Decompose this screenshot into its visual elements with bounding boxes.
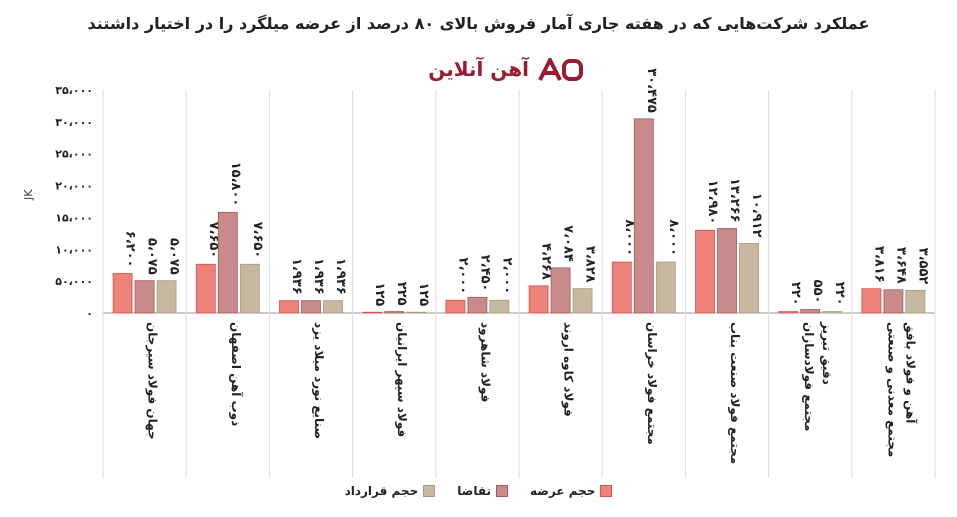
y-axis-label: JK — [22, 189, 35, 200]
y-tick-label: ۰ — [86, 307, 93, 320]
data-label: ۳،۸۱۶ — [871, 246, 886, 283]
bar — [800, 309, 821, 314]
legend-label: تقاضا — [457, 484, 491, 498]
data-label: ۱۲۵ — [372, 282, 387, 306]
data-label: ۵،۰۷۵ — [167, 238, 182, 275]
y-tick-label: ۲۵،۰۰۰ — [55, 148, 93, 161]
x-tick-label: فولاد کاوه اروند — [561, 322, 576, 417]
data-label: ۱۵،۸۰۰ — [228, 162, 243, 207]
legend-item: حجم عرضه — [530, 484, 613, 498]
x-tick-label: مجتمع فولادسازان — [801, 322, 816, 431]
data-label: ۱،۹۳۶ — [333, 258, 348, 295]
bar — [301, 300, 321, 314]
y-tick-label: ۳۰،۰۰۰ — [55, 116, 93, 129]
bar — [239, 263, 260, 314]
data-label: ۵۵۰ — [810, 280, 825, 304]
data-label: ۳،۵۵۲ — [915, 248, 930, 285]
bar — [572, 288, 593, 314]
y-tick-label: ۱۰،۰۰۰ — [55, 243, 93, 256]
data-label: ۴،۲۶۸ — [539, 243, 554, 280]
data-label: ۲۲۰ — [832, 282, 847, 306]
logo-text: آهن آنلاین — [428, 57, 529, 81]
legend-label: حجم عرضه — [530, 484, 596, 498]
data-label: ۱،۹۳۶ — [311, 258, 326, 295]
data-label: ۷،۰۸۴ — [561, 225, 576, 262]
data-label: ۳،۶۴۸ — [893, 247, 908, 284]
bar — [883, 289, 904, 314]
data-label: ۸،۰۰۰ — [622, 219, 637, 256]
y-tick-label: ۵۰،۰۰۰ — [55, 275, 93, 288]
data-label: ۷،۶۵۰ — [206, 222, 221, 259]
x-tick-label: مجتمع فولاد خراسان — [644, 322, 659, 445]
bar — [112, 273, 133, 314]
x-tick-label: مجتمع معدنی و صنعتی — [884, 322, 899, 457]
bar — [550, 267, 571, 314]
bar — [362, 311, 383, 314]
bar — [528, 285, 549, 314]
data-label: ۳۰،۴۷۵ — [644, 68, 659, 113]
x-tick-label: آهن و فولاد بافق — [902, 322, 918, 424]
chart-legend: حجم عرضه تقاضا حجم قرارداد — [0, 484, 957, 498]
bar — [156, 280, 177, 314]
data-label: ۳،۸۲۸ — [583, 246, 598, 283]
data-label: ۱،۹۳۶ — [289, 258, 304, 295]
bar — [467, 296, 488, 314]
bar — [134, 280, 155, 314]
data-label: ۱۰،۹۱۲ — [749, 193, 764, 238]
data-label: ۲۲۰ — [788, 282, 803, 306]
brand-logo: آهن آنلاین — [395, 52, 595, 88]
legend-item: تقاضا — [457, 484, 508, 498]
bar — [384, 311, 405, 314]
legend-swatch — [600, 485, 613, 497]
data-label: ۱۳،۲۶۶ — [727, 178, 742, 223]
legend-swatch — [496, 485, 508, 497]
data-label: ۱۲۵ — [416, 282, 431, 306]
bar — [905, 289, 926, 314]
bar — [861, 288, 882, 314]
y-tick-label: ۳۵،۰۰۰ — [55, 84, 93, 97]
x-tick-label: صنایع نورد میلاد یزد — [311, 322, 326, 439]
data-label: ۲،۴۵۰ — [477, 255, 492, 292]
legend-swatch — [423, 485, 436, 497]
y-tick-label: ۲۰،۰۰۰ — [55, 180, 93, 193]
bar — [633, 118, 654, 314]
x-tick-label: دقیق تبریز — [820, 321, 834, 385]
y-tick-label: ۱۵،۰۰۰ — [55, 211, 93, 224]
bar — [445, 299, 466, 314]
legend-label: حجم قرارداد — [344, 484, 419, 498]
bar — [695, 229, 715, 314]
bar — [717, 228, 737, 314]
data-label: ۲،۰۰۰ — [455, 258, 470, 295]
chart-title: عملکرد شرکت‌هایی که در هفته جاری آمار فر… — [87, 14, 870, 33]
x-tick-label: مجتمع فولاد صنعت بناب — [727, 322, 742, 464]
bar — [323, 300, 343, 314]
data-label: ۲،۰۰۰ — [499, 258, 514, 295]
bar — [217, 211, 238, 314]
data-label: ۲۲۵ — [394, 282, 409, 306]
bar — [195, 263, 216, 314]
x-tick-label: ذوب آهن اصفهان — [228, 322, 244, 426]
bar — [778, 311, 799, 314]
data-label: ۸،۰۰۰ — [666, 219, 681, 256]
logo-mark-icon — [538, 58, 583, 81]
data-label: ۵،۰۷۵ — [145, 238, 160, 275]
bar — [611, 261, 632, 314]
bar — [655, 261, 676, 314]
data-label: ۱۲،۹۸۰ — [705, 180, 720, 225]
x-tick-label: فولاد شاهرود — [477, 322, 492, 402]
data-label: ۶،۲۰۰ — [123, 231, 138, 268]
x-tick-label: فولاد سپهر ایرانیان — [394, 322, 409, 437]
bar — [822, 311, 843, 314]
bar — [739, 243, 759, 314]
bar — [489, 299, 510, 314]
legend-item: حجم قرارداد — [345, 484, 436, 498]
data-label: ۷،۶۵۰ — [250, 222, 265, 259]
bar — [279, 300, 299, 314]
x-tick-label: جهان فولاد سیرجان — [145, 322, 160, 440]
bar — [406, 311, 427, 314]
